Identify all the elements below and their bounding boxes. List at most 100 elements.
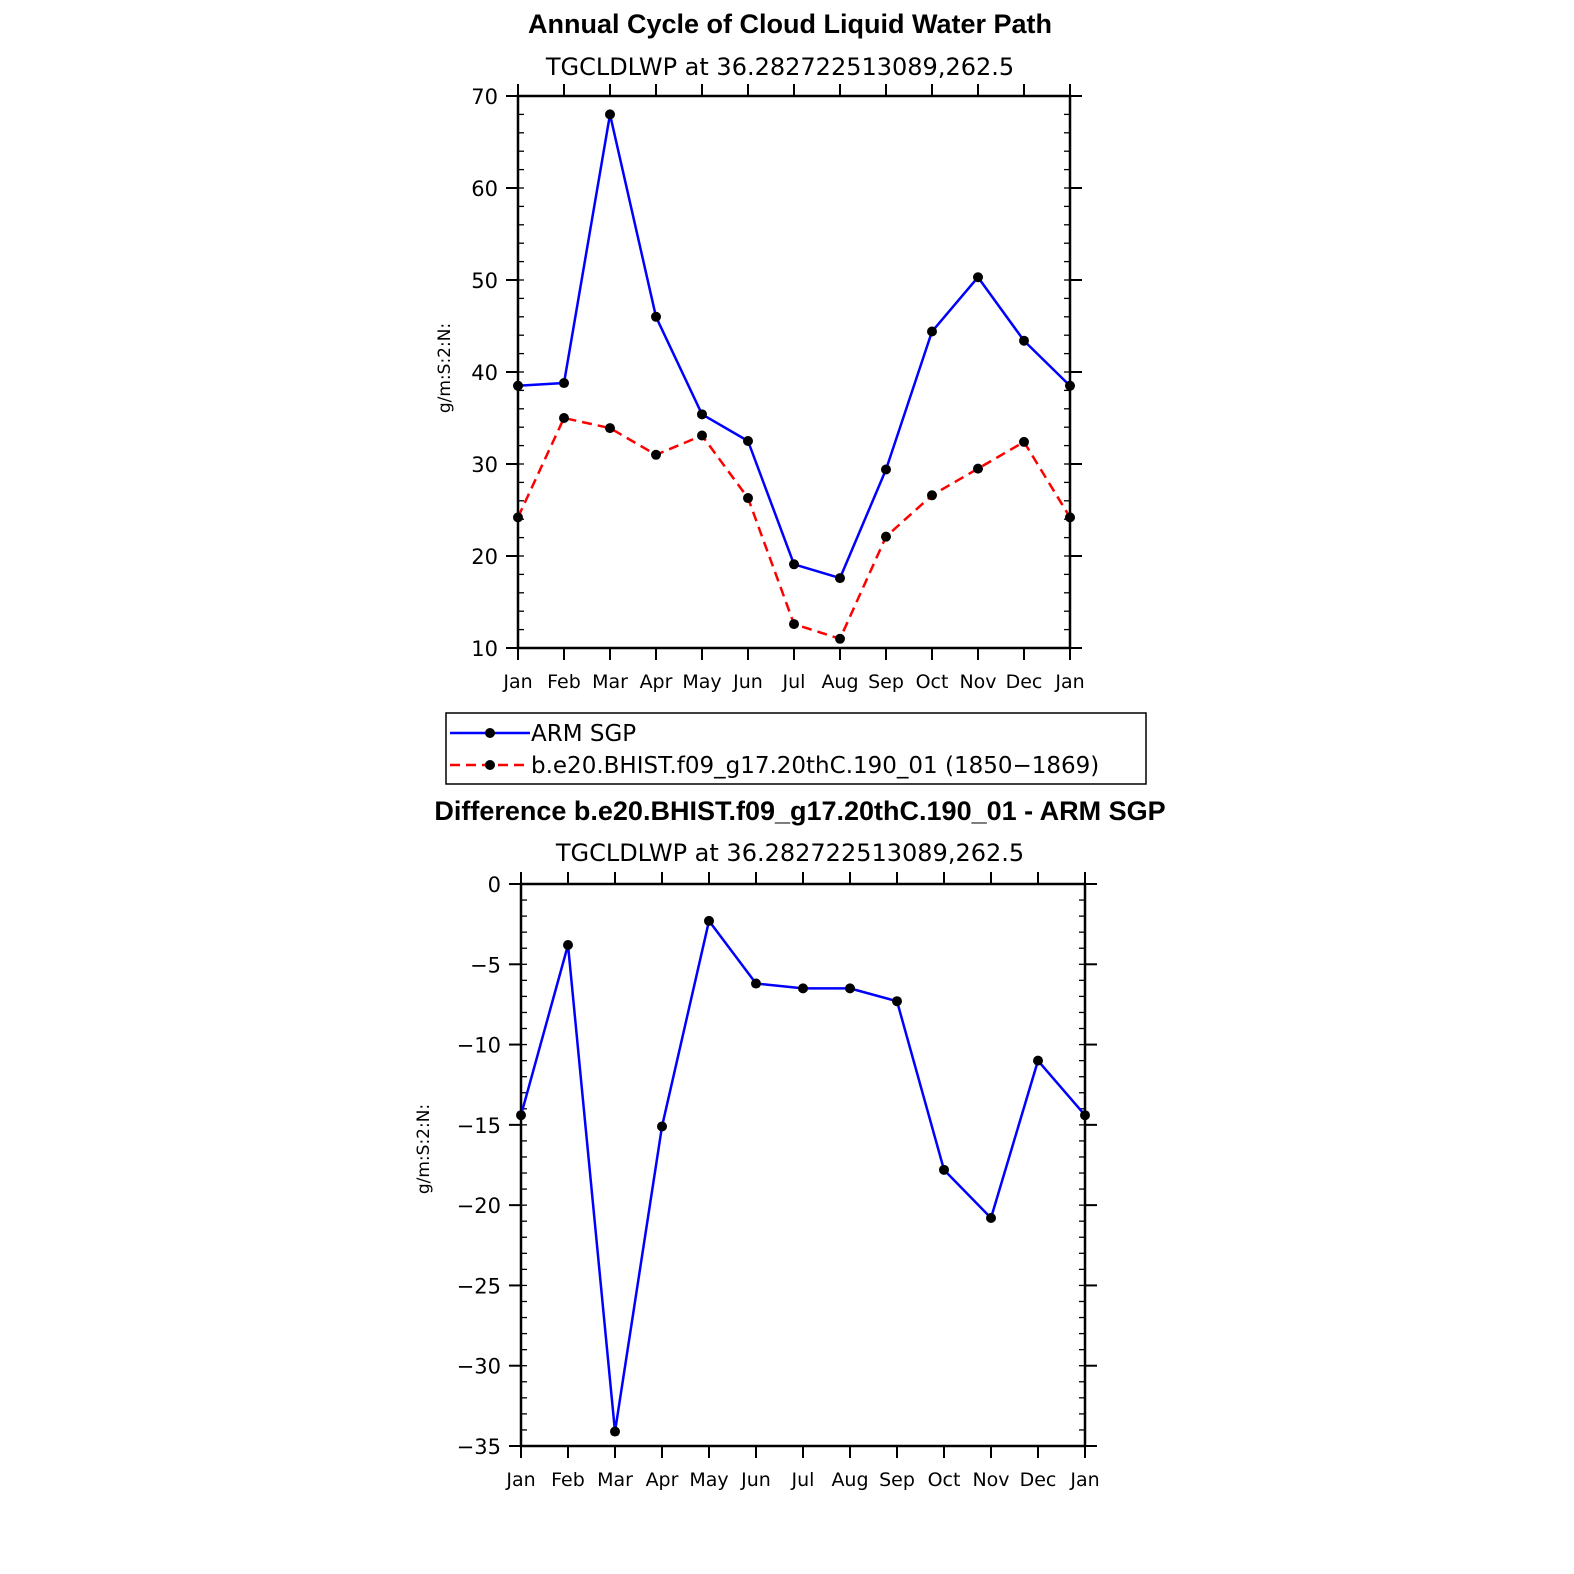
top-chart-series-0-point	[697, 409, 707, 420]
bottom-chart-subtitle: TGCLDLWP at 36.282722513089,262.5	[555, 839, 1024, 867]
top-chart-series-1-point	[1065, 512, 1075, 523]
top-chart-ytick-label: 10	[471, 637, 498, 661]
top-chart-xtick-label: Sep	[868, 671, 904, 693]
top-chart-plot-area	[513, 109, 1075, 644]
top-chart-title: Annual Cycle of Cloud Liquid Water Path	[528, 9, 1052, 39]
top-chart-ytick-label: 60	[471, 177, 498, 201]
top-chart-xtick-label: Jul	[782, 671, 806, 693]
bottom-chart-ytick-label: −5	[470, 953, 501, 977]
top-chart-axes: Jan Feb Mar Apr May Jun Jul Aug Sep Oct Nov Dec Jan1…	[471, 84, 1085, 693]
legend-marker-model	[485, 760, 495, 770]
top-chart-subtitle: TGCLDLWP at 36.282722513089,262.5	[545, 53, 1014, 81]
bottom-chart-series-0-point	[563, 940, 573, 951]
top-chart-series-1-point	[881, 531, 891, 542]
bottom-chart-title: Difference b.e20.BHIST.f09_g17.20thC.190…	[434, 796, 1165, 826]
top-chart-ytick-label: 70	[471, 85, 498, 109]
bottom-chart-ytick-label: −25	[457, 1274, 501, 1298]
top-chart-series-0-point	[513, 380, 523, 391]
bottom-chart-series-0-point	[704, 915, 714, 926]
bottom-chart-ytick-label: 0	[488, 873, 501, 897]
bottom-chart-xtick-label: Mar	[597, 1469, 633, 1491]
top-chart-series-0-line	[517, 113, 1071, 580]
top-chart-series-0-point	[559, 378, 569, 389]
bottom-chart-frame	[519, 882, 1087, 1448]
top-chart-series-0-point	[1019, 335, 1029, 346]
top-chart-xtick-label: Apr	[640, 671, 673, 693]
bottom-chart-xtick-label: Oct	[928, 1469, 961, 1491]
bottom-chart-xtick-label: Jul	[791, 1469, 815, 1491]
bottom-chart-series-0-point	[610, 1426, 620, 1437]
top-chart-xtick-label: Feb	[547, 671, 581, 693]
top-chart-series-1-line	[516, 416, 1072, 641]
bottom-chart-xtick-label: Feb	[551, 1469, 585, 1491]
bottom-chart-series-0-point	[892, 996, 902, 1007]
top-chart-xtick-label: Jan	[502, 671, 532, 693]
top-chart-series-0-point	[1065, 380, 1075, 391]
bottom-chart-series-0-point	[845, 983, 855, 994]
top-chart-series-0-point	[835, 573, 845, 584]
top-chart-series-1-point	[559, 413, 569, 423]
legend-label-model: b.e20.BHIST.f09_g17.20thC.190_01 (1850−1…	[531, 753, 1099, 779]
bottom-chart-xtick-label: Apr	[646, 1469, 679, 1491]
bottom-chart-xtick-label: Jun	[740, 1469, 771, 1491]
bottom-chart-axes: Jan Feb Mar Apr May Jun Jul Aug Sep Oct Nov Dec Jan 0…	[457, 872, 1100, 1491]
top-chart-series-1-point	[789, 619, 799, 630]
bottom-chart-xtick-label: Sep	[879, 1469, 915, 1491]
top-chart-series-1-point	[513, 512, 523, 523]
bottom-chart-series-0-point	[657, 1121, 667, 1132]
top-chart-ylabel: g/m:S:2:N:	[435, 323, 455, 413]
bottom-chart-series-0-point	[751, 978, 761, 989]
top-chart-series-1-point	[743, 493, 753, 504]
bottom-chart-ylabel: g/m:S:2:N:	[414, 1104, 434, 1194]
top-chart-ytick-label: 50	[471, 269, 498, 293]
top-chart-xtick-label: Jan	[1054, 671, 1084, 693]
bottom-chart-xtick-label: May	[689, 1469, 728, 1491]
bottom-chart-series-0-point	[1080, 1110, 1090, 1121]
top-chart-series-1-point	[651, 449, 661, 460]
bottom-chart-ytick-label: −15	[457, 1114, 501, 1138]
bottom-chart-xtick-label: Nov	[972, 1469, 1009, 1491]
top-chart-series-1-point	[697, 430, 707, 441]
bottom-chart-series-0-point	[1033, 1055, 1043, 1066]
top-chart-xtick-label: Jun	[732, 671, 763, 693]
top-chart-series-0-point	[743, 436, 753, 446]
bottom-chart-xtick-label: Dec	[1020, 1469, 1057, 1491]
legend-marker-arm-sgp	[485, 728, 495, 738]
top-chart-series-0-point	[927, 326, 937, 337]
top-chart-ytick-label: 20	[471, 545, 498, 569]
top-chart-series-0-point	[651, 311, 661, 322]
bottom-chart-plot-area	[516, 915, 1090, 1437]
top-chart-series-1-point	[927, 490, 937, 501]
top-chart: Annual Cycle of Cloud Liquid Water Path …	[435, 9, 1085, 693]
bottom-chart-xtick-label: Jan	[505, 1469, 535, 1491]
top-chart-series-1-point	[605, 423, 615, 434]
top-chart-xtick-label: Nov	[959, 671, 996, 693]
legend-box	[445, 712, 1147, 785]
top-chart-series-1-point	[1019, 436, 1029, 447]
legend: ARM SGP b.e20.BHIST.f09_g17.20thC.190_01…	[445, 712, 1147, 785]
top-chart-series-1-point	[835, 633, 845, 644]
bottom-chart-series-0-point	[798, 983, 808, 994]
top-chart-xtick-label: May	[682, 671, 721, 693]
bottom-chart: Difference b.e20.BHIST.f09_g17.20thC.190…	[414, 796, 1166, 1491]
bottom-chart-series-0-point	[939, 1164, 949, 1175]
bottom-chart-ytick-label: −35	[457, 1435, 501, 1459]
bottom-chart-series-0-point	[986, 1212, 996, 1223]
top-chart-series-0-point	[973, 272, 983, 283]
legend-label-arm-sgp: ARM SGP	[531, 721, 636, 747]
bottom-chart-xtick-label: Jan	[1069, 1469, 1099, 1491]
bottom-chart-series-0-line	[519, 919, 1086, 1433]
bottom-chart-ytick-label: −10	[457, 1034, 501, 1058]
bottom-chart-ytick-label: −20	[457, 1194, 501, 1218]
top-chart-xtick-label: Dec	[1006, 671, 1043, 693]
bottom-chart-series-0-point	[516, 1110, 526, 1121]
top-chart-ytick-label: 40	[471, 361, 498, 385]
bottom-chart-ytick-label: −30	[457, 1355, 501, 1379]
top-chart-series-1-point	[973, 463, 983, 474]
top-chart-xtick-label: Aug	[821, 671, 858, 693]
top-chart-series-0-point	[789, 559, 799, 570]
top-chart-ytick-label: 30	[471, 453, 498, 477]
top-chart-xtick-label: Mar	[592, 671, 628, 693]
bottom-chart-xtick-label: Aug	[831, 1469, 868, 1491]
